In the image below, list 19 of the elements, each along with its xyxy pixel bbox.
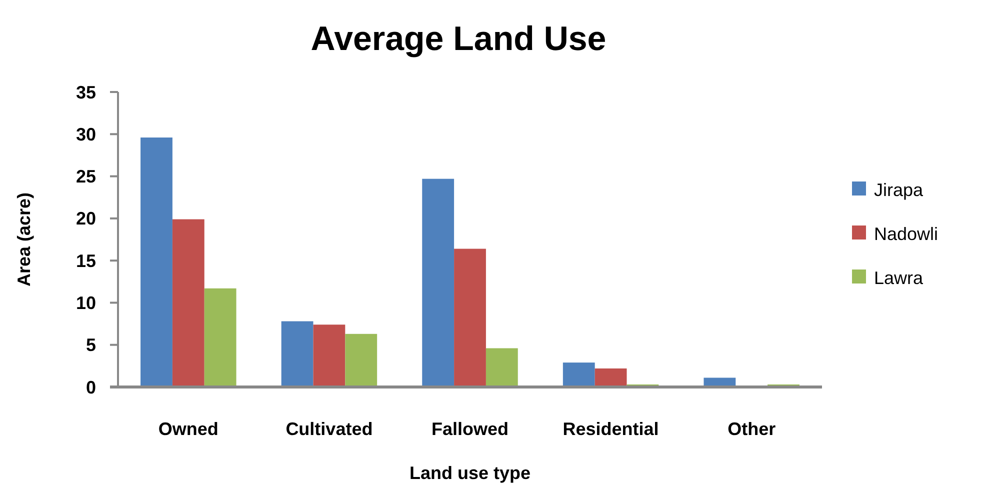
x-tick-label: Other [728,419,776,439]
y-tick-label: 15 [76,250,96,271]
legend-label: Lawra [874,268,924,288]
y-axis-title: Area (acre) [14,192,34,287]
x-tick-label: Fallowed [431,419,509,439]
y-tick-label: 25 [76,166,96,187]
y-tick-label: 30 [76,124,96,144]
x-tick-label: Residential [562,419,659,439]
y-tick-label: 20 [76,208,96,229]
x-tick-label: Owned [158,419,218,439]
y-tick-label: 35 [76,82,96,102]
y-tick-label: 5 [86,335,96,356]
legend-label: Jirapa [874,180,924,200]
x-axis-title: Land use type [409,463,531,483]
y-tick-label: 10 [76,293,96,314]
y-tick-label: 0 [86,377,96,398]
legend-label: Nadowli [874,224,938,244]
x-tick-label: Cultivated [286,419,373,439]
chart-title: Average Land Use [310,20,606,58]
